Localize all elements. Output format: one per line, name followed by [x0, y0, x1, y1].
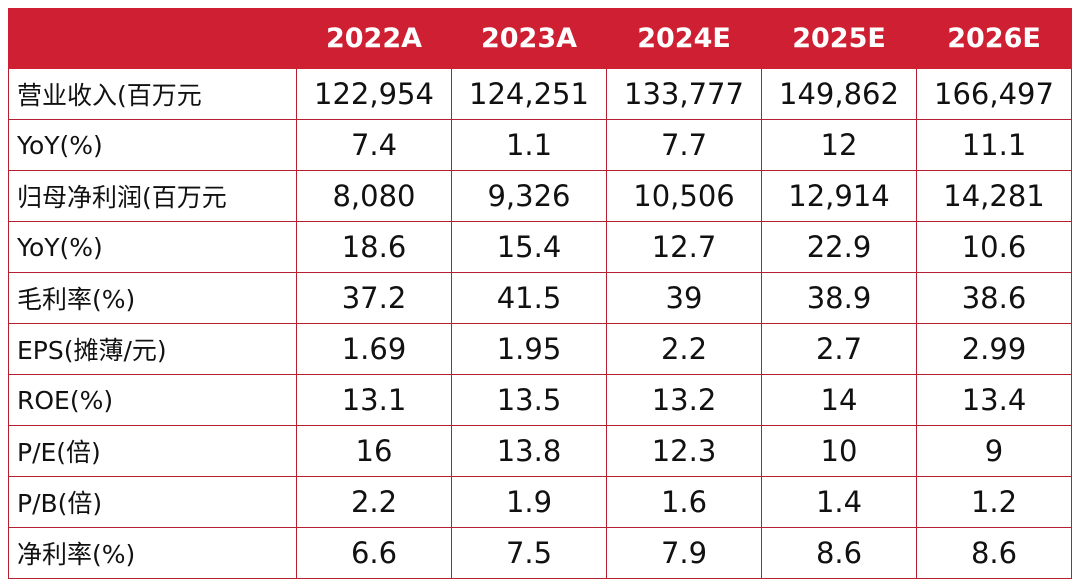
value-cell: 18.6 [296, 221, 452, 273]
value-cell: 15.4 [451, 221, 607, 273]
value-cell: 10,506 [606, 170, 762, 222]
value-cell: 14 [761, 374, 917, 426]
header-year-2025e: 2025E [761, 8, 917, 69]
value-cell: 7.5 [451, 527, 607, 579]
row-label: 毛利率(%) [8, 272, 297, 324]
value-cell: 11.1 [916, 119, 1072, 171]
table-row: P/B(倍) 2.2 1.9 1.6 1.4 1.2 [8, 476, 1072, 528]
row-label: 净利率(%) [8, 527, 297, 579]
value-cell: 12.3 [606, 425, 762, 477]
value-cell: 166,497 [916, 68, 1072, 120]
value-cell: 1.95 [451, 323, 607, 375]
value-cell: 7.7 [606, 119, 762, 171]
value-cell: 8.6 [916, 527, 1072, 579]
table-row: EPS(摊薄/元) 1.69 1.95 2.2 2.7 2.99 [8, 323, 1072, 375]
value-cell: 9 [916, 425, 1072, 477]
value-cell: 12 [761, 119, 917, 171]
value-cell: 2.99 [916, 323, 1072, 375]
value-cell: 2.7 [761, 323, 917, 375]
row-label: P/B(倍) [8, 476, 297, 528]
row-label: YoY(%) [8, 221, 297, 273]
value-cell: 1.1 [451, 119, 607, 171]
value-cell: 12,914 [761, 170, 917, 222]
row-label: 营业收入(百万元 [8, 68, 297, 120]
value-cell: 13.2 [606, 374, 762, 426]
value-cell: 16 [296, 425, 452, 477]
header-corner-cell [8, 8, 297, 69]
value-cell: 39 [606, 272, 762, 324]
header-year-2023a: 2023A [451, 8, 607, 69]
value-cell: 38.9 [761, 272, 917, 324]
value-cell: 2.2 [296, 476, 452, 528]
financial-forecast-table: 2022A 2023A 2024E 2025E 2026E 营业收入(百万元 12… [8, 8, 1072, 579]
value-cell: 37.2 [296, 272, 452, 324]
value-cell: 13.4 [916, 374, 1072, 426]
header-year-2022a: 2022A [296, 8, 452, 69]
value-cell: 7.4 [296, 119, 452, 171]
header-year-2026e: 2026E [916, 8, 1072, 69]
value-cell: 38.6 [916, 272, 1072, 324]
table-body: 营业收入(百万元 122,954 124,251 133,777 149,862 166,… [8, 68, 1072, 579]
value-cell: 13.1 [296, 374, 452, 426]
value-cell: 1.2 [916, 476, 1072, 528]
table-row: 归母净利润(百万元 8,080 9,326 10,506 12,914 14,281 [8, 170, 1072, 222]
table-row: YoY(%) 7.4 1.1 7.7 12 11.1 [8, 119, 1072, 171]
value-cell: 9,326 [451, 170, 607, 222]
value-cell: 149,862 [761, 68, 917, 120]
value-cell: 133,777 [606, 68, 762, 120]
value-cell: 122,954 [296, 68, 452, 120]
value-cell: 1.9 [451, 476, 607, 528]
value-cell: 1.6 [606, 476, 762, 528]
value-cell: 1.4 [761, 476, 917, 528]
value-cell: 7.9 [606, 527, 762, 579]
row-label: 归母净利润(百万元 [8, 170, 297, 222]
table-row: ROE(%) 13.1 13.5 13.2 14 13.4 [8, 374, 1072, 426]
value-cell: 124,251 [451, 68, 607, 120]
table-row: 营业收入(百万元 122,954 124,251 133,777 149,862 166,… [8, 68, 1072, 120]
value-cell: 8,080 [296, 170, 452, 222]
value-cell: 1.69 [296, 323, 452, 375]
header-year-2024e: 2024E [606, 8, 762, 69]
row-label: EPS(摊薄/元) [8, 323, 297, 375]
value-cell: 6.6 [296, 527, 452, 579]
value-cell: 12.7 [606, 221, 762, 273]
value-cell: 10.6 [916, 221, 1072, 273]
value-cell: 13.5 [451, 374, 607, 426]
value-cell: 10 [761, 425, 917, 477]
row-label: ROE(%) [8, 374, 297, 426]
row-label: P/E(倍) [8, 425, 297, 477]
table-header-row: 2022A 2023A 2024E 2025E 2026E [8, 8, 1072, 69]
value-cell: 8.6 [761, 527, 917, 579]
table-row: P/E(倍) 16 13.8 12.3 10 9 [8, 425, 1072, 477]
value-cell: 41.5 [451, 272, 607, 324]
value-cell: 13.8 [451, 425, 607, 477]
table-row: 毛利率(%) 37.2 41.5 39 38.9 38.6 [8, 272, 1072, 324]
row-label: YoY(%) [8, 119, 297, 171]
value-cell: 22.9 [761, 221, 917, 273]
table-row: 净利率(%) 6.6 7.5 7.9 8.6 8.6 [8, 527, 1072, 579]
value-cell: 2.2 [606, 323, 762, 375]
value-cell: 14,281 [916, 170, 1072, 222]
table-row: YoY(%) 18.6 15.4 12.7 22.9 10.6 [8, 221, 1072, 273]
